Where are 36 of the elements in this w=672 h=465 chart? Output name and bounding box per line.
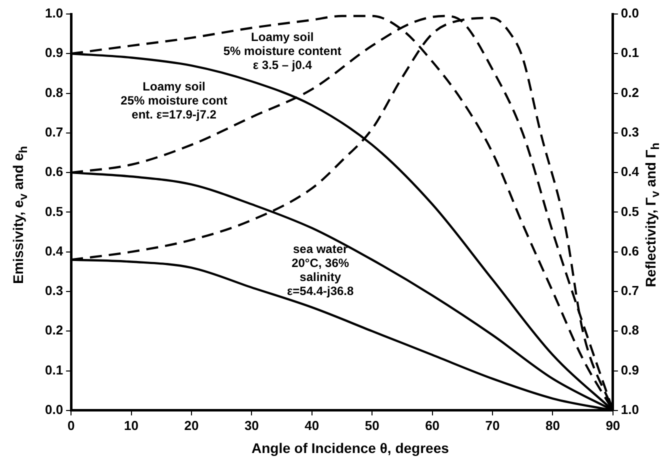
annotation: Loamy soil 25% moisture cont ent. ε=17.9-j7.2 bbox=[120, 80, 228, 122]
y2-tick-label: 0.6 bbox=[620, 243, 640, 258]
y-tick-label: 0.4 bbox=[44, 243, 64, 258]
y2-tick-label: 0.5 bbox=[620, 204, 640, 219]
x-tick-label: 0 bbox=[67, 418, 75, 433]
y2-tick-label: 0.9 bbox=[620, 362, 640, 378]
x-tick-label: 40 bbox=[304, 418, 320, 433]
x-tick-label: 80 bbox=[545, 418, 560, 433]
y-tick-label: 0.1 bbox=[44, 362, 64, 378]
x-tick-label: 50 bbox=[364, 418, 380, 433]
y-tick-label: 0.0 bbox=[44, 402, 64, 417]
y-tick-label: 0.5 bbox=[44, 204, 64, 219]
y-tick-label: 0.6 bbox=[44, 164, 64, 180]
y-tick-label: 0.2 bbox=[44, 322, 64, 338]
y-tick-label: 0.7 bbox=[44, 124, 64, 140]
x-tick-label: 60 bbox=[425, 418, 440, 433]
y-tick-label: 0.8 bbox=[44, 84, 64, 100]
x-axis-title: Angle of Incidence θ, degrees bbox=[252, 440, 449, 456]
y2-tick-label: 1.0 bbox=[620, 402, 640, 417]
y2-tick-label: 0.1 bbox=[620, 45, 640, 60]
y2-tick-label: 0.3 bbox=[620, 124, 640, 140]
annotation: sea water 20°C, 36% salinity ε=54.4-j36.8 bbox=[286, 242, 354, 298]
annotation: Loamy soil 5% moisture content ε 3.5 – j0.4 bbox=[223, 30, 342, 72]
y-tick-label: 1.0 bbox=[44, 6, 64, 21]
y2-tick-label: 0.2 bbox=[620, 84, 640, 100]
y2-tick-label: 0.0 bbox=[620, 6, 640, 21]
x-tick-label: 30 bbox=[244, 418, 259, 433]
y2-tick-label: 0.8 bbox=[620, 322, 640, 338]
x-tick-label: 10 bbox=[124, 418, 139, 433]
y-tick-label: 0.3 bbox=[44, 283, 64, 298]
x-tick-label: 70 bbox=[485, 418, 500, 433]
y-tick-label: 0.9 bbox=[44, 45, 64, 60]
x-tick-label: 90 bbox=[606, 418, 620, 433]
y2-tick-label: 0.7 bbox=[620, 283, 640, 298]
y2-tick-label: 0.4 bbox=[620, 164, 640, 180]
x-tick-label: 20 bbox=[184, 418, 199, 433]
